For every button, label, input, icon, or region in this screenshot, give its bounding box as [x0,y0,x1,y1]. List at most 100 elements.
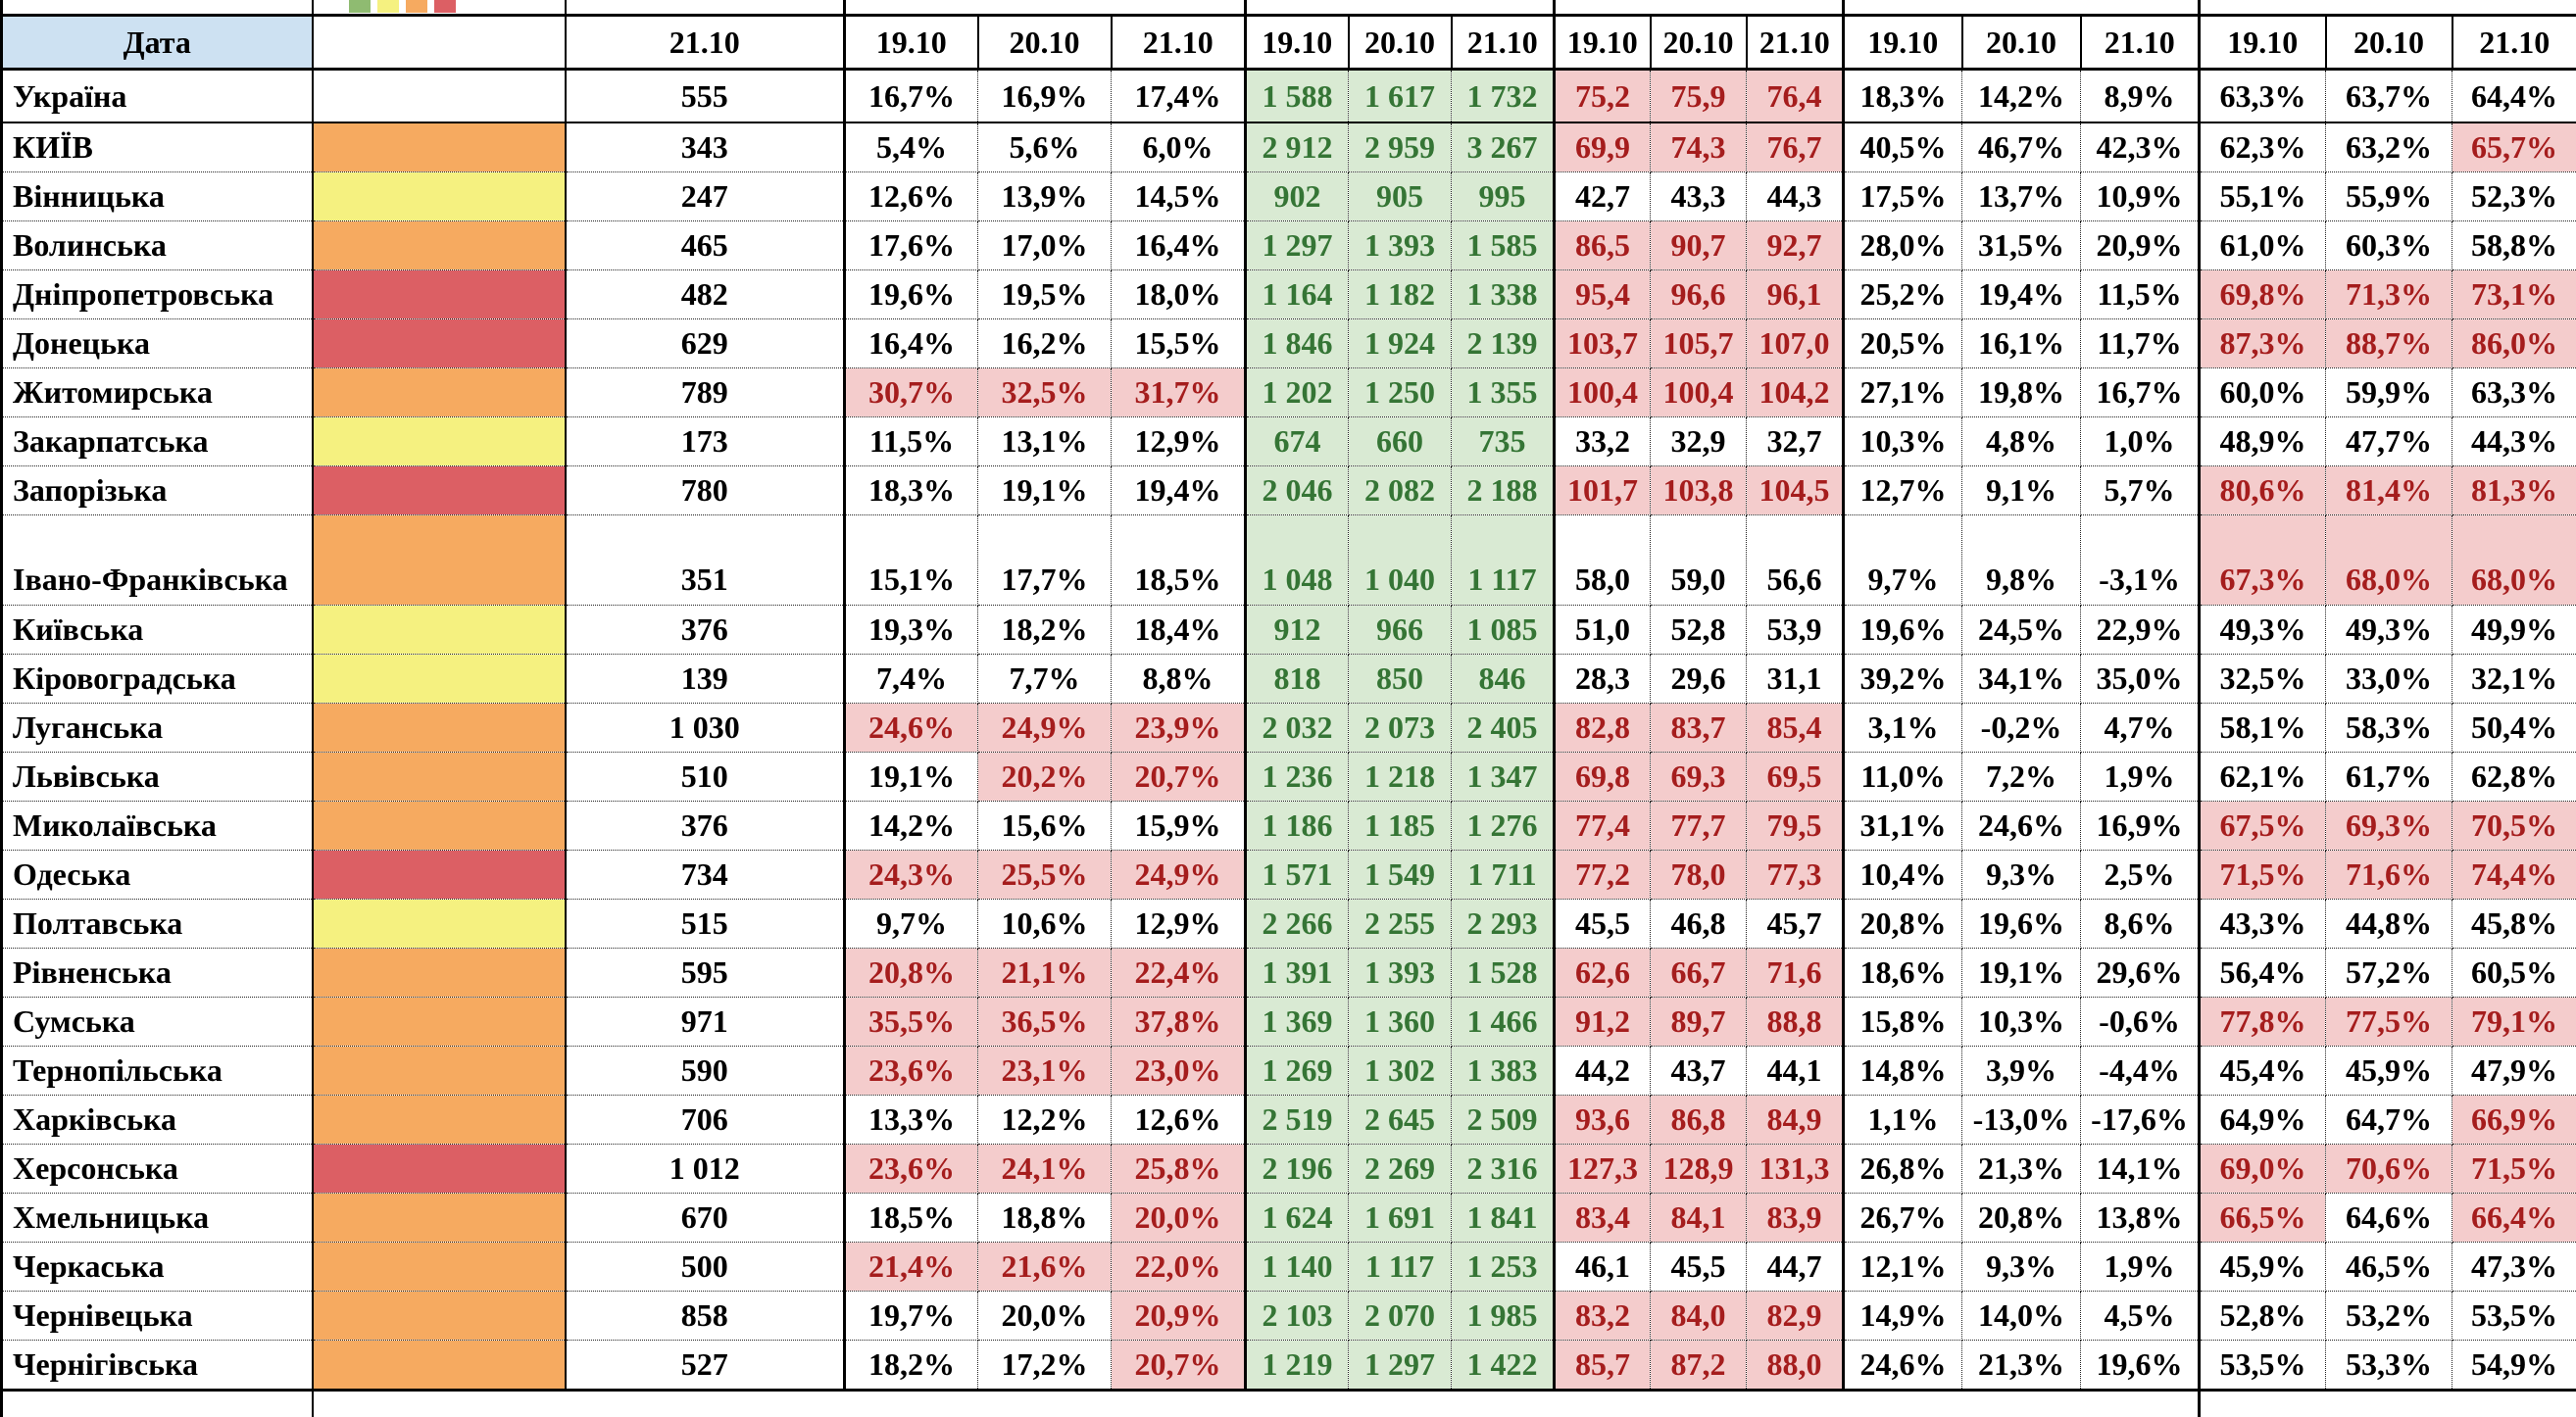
count-cell[interactable]: 1 691 [1349,1194,1452,1243]
pct-group1-cell[interactable]: 22,0% [1112,1243,1246,1292]
date-column-header[interactable]: 21.10 [2081,16,2200,70]
count-cell[interactable]: 1 422 [1452,1341,1555,1391]
region-name-cell[interactable]: Одеська [2,851,313,900]
count-cell[interactable]: 2 255 [1349,900,1452,949]
pct-group3-cell[interactable]: 63,3% [2200,70,2326,123]
pct-group2-cell[interactable]: 9,1% [1962,466,2081,515]
daily-value-cell[interactable]: 590 [566,1047,845,1096]
pct-group3-cell[interactable]: 59,9% [2326,368,2452,417]
pct-group1-cell[interactable]: 18,3% [845,466,978,515]
pct-group1-cell[interactable]: 19,1% [978,466,1112,515]
region-name-cell[interactable]: Херсонська [2,1145,313,1194]
count-cell[interactable]: 1 302 [1349,1047,1452,1096]
pct-group2-cell[interactable]: 18,3% [1844,70,1962,123]
count-cell[interactable]: 1 711 [1452,851,1555,900]
rate-cell[interactable]: 69,8 [1555,753,1651,802]
rate-cell[interactable]: 76,4 [1747,70,1844,123]
rate-cell[interactable]: 53,9 [1747,606,1844,655]
pct-group3-cell[interactable]: 48,9% [2200,417,2326,466]
count-cell[interactable]: 1 846 [1246,319,1349,368]
risk-color-cell[interactable] [313,1096,566,1145]
pct-group2-cell[interactable]: 25,2% [1844,270,1962,319]
pct-group1-cell[interactable]: 8,8% [1112,655,1246,704]
date-column-header[interactable]: 20.10 [1651,16,1747,70]
pct-group3-cell[interactable]: 52,8% [2200,1292,2326,1341]
count-cell[interactable]: 1 182 [1349,270,1452,319]
rate-cell[interactable]: 45,7 [1747,900,1844,949]
pct-group1-cell[interactable]: 14,5% [1112,172,1246,221]
date-column-header[interactable]: 21.10 [566,16,845,70]
rate-cell[interactable]: 131,3 [1747,1145,1844,1194]
rate-cell[interactable]: 90,7 [1651,221,1747,270]
pct-group3-cell[interactable]: 71,3% [2326,270,2452,319]
pct-group1-cell[interactable]: 20,0% [1112,1194,1246,1243]
pct-group3-cell[interactable]: 69,0% [2200,1145,2326,1194]
pct-group2-cell[interactable]: 24,6% [1962,802,2081,851]
pct-group2-cell[interactable]: 1,1% [1844,1096,1962,1145]
pct-group1-cell[interactable]: 20,7% [1112,753,1246,802]
pct-group3-cell[interactable]: 53,5% [2452,1292,2576,1341]
rate-cell[interactable]: 29,6 [1651,655,1747,704]
count-cell[interactable]: 1 269 [1246,1047,1349,1096]
rate-cell[interactable]: 52,8 [1651,606,1747,655]
risk-color-cell[interactable] [313,319,566,368]
pct-group2-cell[interactable]: 4,5% [2081,1292,2200,1341]
pct-group2-cell[interactable]: 26,7% [1844,1194,1962,1243]
rate-cell[interactable]: 83,7 [1651,704,1747,753]
pct-group1-cell[interactable]: 16,4% [845,319,978,368]
daily-value-cell[interactable]: 343 [566,122,845,172]
count-cell[interactable]: 912 [1246,606,1349,655]
pct-group1-cell[interactable]: 21,4% [845,1243,978,1292]
pct-group3-cell[interactable]: 67,5% [2200,802,2326,851]
rate-cell[interactable]: 42,7 [1555,172,1651,221]
count-cell[interactable]: 1 218 [1349,753,1452,802]
pct-group1-cell[interactable]: 18,2% [845,1341,978,1391]
daily-value-cell[interactable]: 1 030 [566,704,845,753]
pct-group2-cell[interactable]: 5,7% [2081,466,2200,515]
pct-group1-cell[interactable]: 13,9% [978,172,1112,221]
pct-group3-cell[interactable]: 73,1% [2452,270,2576,319]
risk-color-cell[interactable] [313,753,566,802]
pct-group2-cell[interactable]: 16,1% [1962,319,2081,368]
pct-group1-cell[interactable]: 25,8% [1112,1145,1246,1194]
pct-group1-cell[interactable]: 30,7% [845,368,978,417]
pct-group3-cell[interactable]: 33,0% [2326,655,2452,704]
pct-group2-cell[interactable]: 14,0% [1962,1292,2081,1341]
pct-group3-cell[interactable]: 80,6% [2200,466,2326,515]
date-column-header[interactable]: 20.10 [1962,16,2081,70]
rate-cell[interactable]: 95,4 [1555,270,1651,319]
pct-group2-cell[interactable]: 20,8% [1962,1194,2081,1243]
pct-group3-cell[interactable]: 54,9% [2452,1341,2576,1391]
rate-cell[interactable]: 44,1 [1747,1047,1844,1096]
pct-group1-cell[interactable]: 24,1% [978,1145,1112,1194]
region-name-cell[interactable]: Донецька [2,319,313,368]
pct-group1-cell[interactable]: 11,5% [845,417,978,466]
pct-group3-cell[interactable]: 44,8% [2326,900,2452,949]
pct-group2-cell[interactable]: 26,8% [1844,1145,1962,1194]
rate-cell[interactable]: 85,7 [1555,1341,1651,1391]
count-cell[interactable]: 1 393 [1349,221,1452,270]
count-cell[interactable]: 1 588 [1246,70,1349,123]
region-name-cell[interactable]: Україна [2,70,313,123]
empty-header-cell[interactable] [313,16,566,70]
pct-group1-cell[interactable]: 24,9% [1112,851,1246,900]
count-cell[interactable]: 902 [1246,172,1349,221]
pct-group1-cell[interactable]: 23,1% [978,1047,1112,1096]
daily-value-cell[interactable]: 247 [566,172,845,221]
pct-group3-cell[interactable]: 58,1% [2200,704,2326,753]
risk-color-cell[interactable] [313,70,566,123]
pct-group2-cell[interactable]: 27,1% [1844,368,1962,417]
count-cell[interactable]: 1 355 [1452,368,1555,417]
date-column-header[interactable]: 21.10 [2452,16,2576,70]
rate-cell[interactable]: 100,4 [1651,368,1747,417]
pct-group2-cell[interactable]: 3,9% [1962,1047,2081,1096]
rate-cell[interactable]: 46,8 [1651,900,1747,949]
pct-group2-cell[interactable]: 12,1% [1844,1243,1962,1292]
date-column-header[interactable]: 20.10 [1349,16,1452,70]
rate-cell[interactable]: 83,4 [1555,1194,1651,1243]
rate-cell[interactable]: 69,3 [1651,753,1747,802]
pct-group2-cell[interactable]: 24,5% [1962,606,2081,655]
pct-group1-cell[interactable]: 25,5% [978,851,1112,900]
pct-group1-cell[interactable]: 17,6% [845,221,978,270]
pct-group2-cell[interactable]: 19,6% [1962,900,2081,949]
